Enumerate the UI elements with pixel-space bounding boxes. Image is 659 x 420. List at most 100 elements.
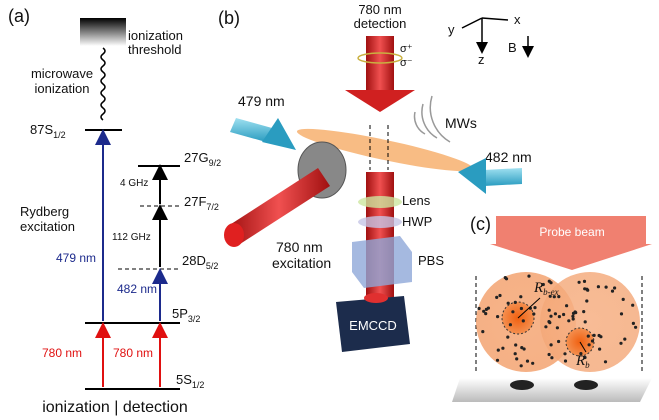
emccd-window (364, 293, 388, 303)
beam-482-arrow (484, 168, 522, 186)
mws-label: MWs (445, 115, 477, 131)
beam-label: 482 nm (485, 149, 532, 165)
atom (520, 346, 523, 349)
transition-label: 482 nm (117, 282, 157, 296)
detection-cone (345, 90, 415, 112)
threshold-label: ionization (128, 28, 183, 43)
atom (544, 325, 547, 328)
atom (514, 352, 517, 355)
beam-label: 479 nm (238, 93, 285, 109)
atom (506, 336, 509, 339)
atom (509, 323, 512, 326)
figure: (a) ionization threshold microwave ioniz… (0, 0, 659, 420)
transition-label: 780 nm (113, 346, 153, 360)
atom (501, 347, 504, 350)
polarization: σ⁻ (400, 57, 413, 69)
atom (620, 312, 623, 315)
level-label: 87S1/2 (30, 122, 66, 140)
atom (515, 357, 518, 360)
camera-label: EMCCD (349, 318, 397, 333)
microwave-label: ionization (35, 81, 90, 96)
shadow (510, 380, 534, 390)
atom (586, 289, 589, 292)
detection-label: detection (354, 16, 407, 31)
atom (605, 286, 608, 289)
atom (532, 312, 535, 315)
atom (531, 362, 534, 365)
atom (631, 304, 634, 307)
atom (533, 306, 536, 309)
atom (549, 315, 552, 318)
atom (623, 338, 626, 341)
atom (497, 349, 500, 352)
axis-label: z (478, 52, 485, 67)
floor (452, 378, 652, 402)
microwave-label: microwave (31, 66, 93, 81)
footer: ionization | detection (42, 399, 188, 416)
atom (567, 319, 570, 322)
atom (604, 360, 607, 363)
panel-a: (a) ionization threshold microwave ioniz… (8, 6, 221, 416)
atom (520, 364, 523, 367)
atom (585, 299, 588, 302)
axis-label: x (514, 12, 521, 27)
atom (550, 343, 553, 346)
excitation-label: excitation (272, 255, 331, 271)
pbs-cube (352, 236, 412, 288)
panel-label: (c) (470, 214, 491, 234)
atom (622, 298, 625, 301)
axis-label: y (448, 22, 455, 37)
atom (511, 310, 514, 313)
atom (514, 301, 517, 304)
panel-c: (c) Probe beam Rb-ex Rb (452, 214, 652, 402)
atom (527, 275, 530, 278)
atom (557, 340, 560, 343)
hwp (358, 216, 402, 228)
optic-label: PBS (418, 253, 444, 268)
rydberg-label: excitation (20, 219, 75, 234)
atom (498, 294, 501, 297)
transition-label: 780 nm (42, 346, 82, 360)
atom (495, 296, 498, 299)
atom (496, 359, 499, 362)
atom (563, 352, 566, 355)
atom (550, 356, 553, 359)
atom (554, 312, 557, 315)
atom (593, 334, 596, 337)
atom (571, 315, 574, 318)
atom (485, 308, 488, 311)
detection-label: 780 nm (358, 2, 401, 17)
lens (358, 196, 402, 208)
atom (598, 334, 601, 337)
atom (562, 313, 565, 316)
atom (611, 290, 614, 293)
atom (578, 281, 581, 284)
atom (548, 309, 551, 312)
level-label: 5P3/2 (172, 306, 200, 324)
transition-label: 112 GHz (112, 232, 151, 243)
atom (522, 319, 525, 322)
atom (597, 285, 600, 288)
atom (565, 304, 568, 307)
atom (598, 348, 601, 351)
atom (507, 302, 510, 305)
atom (482, 310, 485, 313)
threshold-box (80, 18, 126, 46)
atom (519, 295, 522, 298)
threshold-label: threshold (128, 42, 181, 57)
atom (504, 276, 507, 279)
atom (634, 326, 637, 329)
optic-label: Lens (402, 193, 431, 208)
level-label: 27F7/2 (184, 194, 219, 212)
excitation-beam-end (224, 223, 244, 247)
excitation-label: 780 nm (276, 239, 323, 255)
atom (564, 359, 567, 362)
atom (514, 343, 517, 346)
atom (548, 280, 551, 283)
transition-label: 4 GHz (120, 178, 148, 189)
axis-label: B (508, 40, 517, 55)
atom (558, 315, 561, 318)
transition-label: 479 nm (56, 251, 96, 265)
panel-label: (a) (8, 6, 30, 26)
atom (591, 339, 594, 342)
